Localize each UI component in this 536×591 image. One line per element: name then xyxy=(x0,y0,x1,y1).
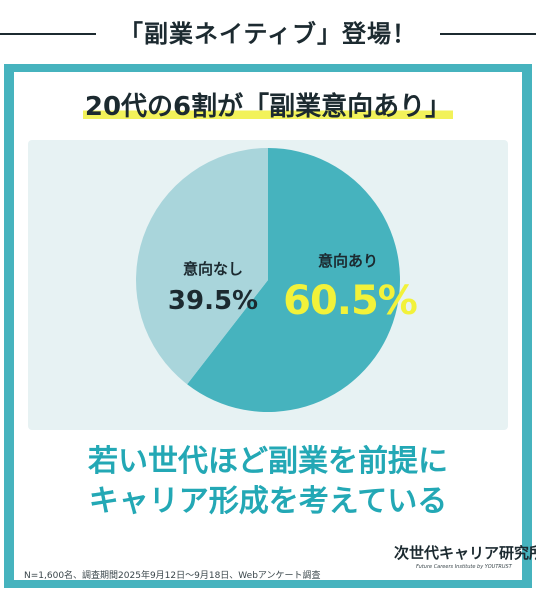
headline: 20代の6割が「副業意向あり」 xyxy=(14,86,522,123)
slice-value-no-intent: 39.5% xyxy=(167,286,259,316)
content-panel: 20代の6割が「副業意向あり」 意向なし 39.5% 意向あり 60.5% 若い… xyxy=(14,72,536,581)
conclusion-line-2: キャリア形成を考えている xyxy=(88,484,448,519)
slice-label-intent: 意向あり xyxy=(317,252,378,270)
logo-sub-text: Future Careers Institute by YOUTRUST xyxy=(416,564,512,570)
pie-chart xyxy=(135,148,400,412)
top-title: 「副業ネイティブ」登場！ xyxy=(118,20,418,48)
footnote: N=1,600名、調査期間2025年9月12日～9月18日、Webアンケート調査 xyxy=(24,571,321,581)
pie-slice-no-intent xyxy=(135,148,268,385)
logo-main-text: 次世代キャリア研究所 xyxy=(394,544,536,562)
headline-text: 20代の6割が「副業意向あり」 xyxy=(82,92,454,122)
slice-label-no-intent: 意向なし xyxy=(182,260,243,278)
teal-frame: 20代の6割が「副業意向あり」 意向なし 39.5% 意向あり 60.5% 若い… xyxy=(4,64,536,588)
right-rule xyxy=(440,33,536,35)
slice-value-intent: 60.5% xyxy=(283,278,418,324)
top-banner: 「副業ネイティブ」登場！ xyxy=(0,0,536,64)
conclusion-line-1: 若い世代ほど副業を前提に xyxy=(88,444,448,479)
chart-area: 意向なし 39.5% 意向あり 60.5% xyxy=(28,140,508,430)
logo: 次世代キャリア研究所 Future Careers Institute by Y… xyxy=(394,542,536,578)
pie-slice-intent xyxy=(187,148,400,412)
conclusion: 若い世代ほど副業を前提に キャリア形成を考えている xyxy=(14,442,522,522)
left-rule xyxy=(0,33,96,35)
